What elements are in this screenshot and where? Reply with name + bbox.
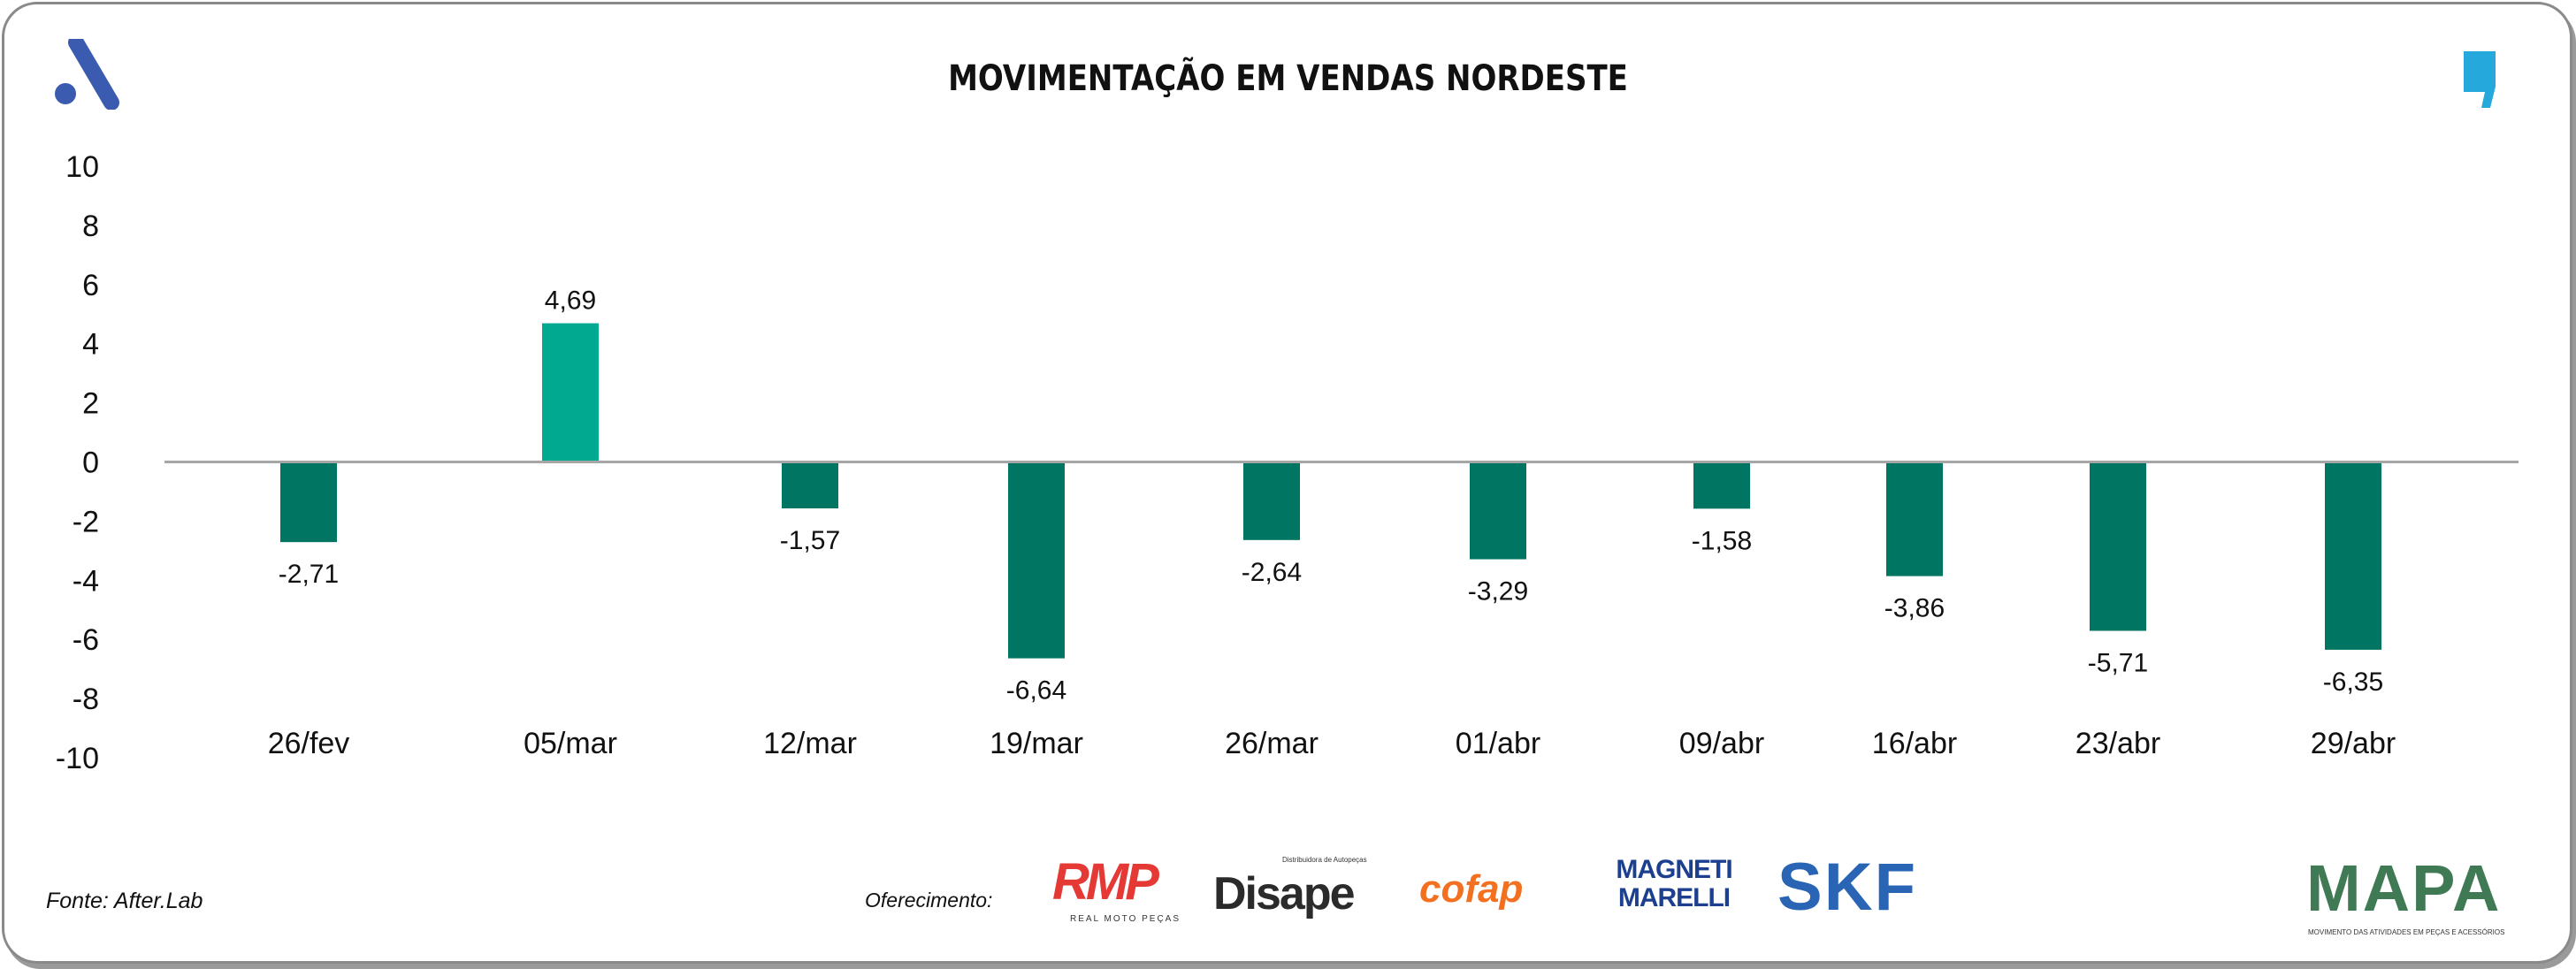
x-tick-label: 12/mar	[763, 727, 857, 760]
data-label: -2,71	[279, 560, 339, 589]
data-label: -1,58	[1692, 526, 1752, 555]
y-tick-label: 10	[65, 150, 99, 184]
rmp-logo: RMP	[1052, 853, 1159, 911]
data-label: -3,86	[1884, 594, 1945, 623]
x-tick-label: 23/abr	[2075, 727, 2160, 760]
y-tick-label: 6	[82, 269, 99, 302]
data-label: -6,35	[2323, 668, 2383, 697]
bar	[2090, 462, 2146, 631]
data-label: -2,64	[1242, 558, 1302, 587]
data-label: 4,69	[545, 286, 596, 316]
sponsored-by-label: Oferecimento:	[865, 889, 993, 912]
bar	[2325, 462, 2381, 650]
y-tick-label: 2	[82, 387, 99, 421]
x-tick-label: 16/abr	[1872, 727, 1957, 760]
cofap-logo: cofap	[1419, 867, 1524, 911]
disape-logo-subtext: Distribuidora de Autopeças	[1282, 856, 1367, 864]
bar	[782, 462, 838, 509]
y-tick-label: -10	[56, 742, 99, 775]
bar	[542, 323, 599, 462]
afterlab-logo-icon	[50, 34, 120, 114]
x-tick-label: 26/mar	[1225, 727, 1319, 760]
x-tick-label: 26/fev	[268, 727, 350, 760]
comma-logo-icon	[2460, 51, 2499, 114]
magneti-marelli-logo: MAGNETI MARELLI	[1616, 855, 1732, 912]
y-tick-label: -2	[73, 505, 99, 538]
y-tick-label: -8	[73, 683, 99, 716]
data-label: -6,64	[1006, 676, 1066, 706]
source-note: Fonte: After.Lab	[46, 889, 203, 913]
x-tick-label: 01/abr	[1456, 727, 1540, 760]
disape-logo: Disape	[1213, 868, 1356, 919]
bar	[280, 462, 337, 543]
mapa-logo: MAPA	[2306, 851, 2502, 925]
data-label: -3,29	[1468, 577, 1528, 607]
rmp-logo-subtext: REAL MOTO PEÇAS	[1070, 914, 1181, 924]
x-tick-label: 05/mar	[524, 727, 617, 760]
bar	[1693, 462, 1750, 509]
mapa-logo-subtext: MOVIMENTO DAS ATIVIDADES EM PEÇAS E ACES…	[2308, 928, 2505, 936]
data-label: -1,57	[780, 526, 840, 555]
data-label: -5,71	[2088, 648, 2148, 677]
y-tick-label: 4	[82, 328, 99, 362]
chart-title: MOVIMENTAÇÃO EM VENDAS NORDESTE	[948, 58, 1628, 99]
y-tick-label: 8	[82, 210, 99, 243]
bar	[1243, 462, 1300, 540]
bar	[1008, 462, 1065, 659]
x-tick-label: 29/abr	[2311, 727, 2396, 760]
y-tick-label: 0	[82, 446, 99, 480]
y-tick-label: -4	[73, 564, 99, 598]
bar	[1470, 462, 1526, 560]
bar	[1886, 462, 1943, 576]
x-tick-label: 19/mar	[990, 727, 1083, 760]
x-tick-label: 09/abr	[1679, 727, 1764, 760]
y-tick-label: -6	[73, 623, 99, 657]
skf-logo: SKF	[1777, 850, 1917, 925]
